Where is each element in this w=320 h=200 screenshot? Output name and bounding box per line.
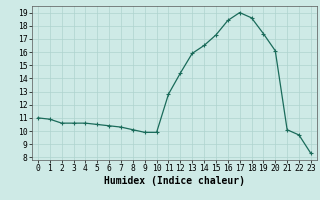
X-axis label: Humidex (Indice chaleur): Humidex (Indice chaleur) bbox=[104, 176, 245, 186]
